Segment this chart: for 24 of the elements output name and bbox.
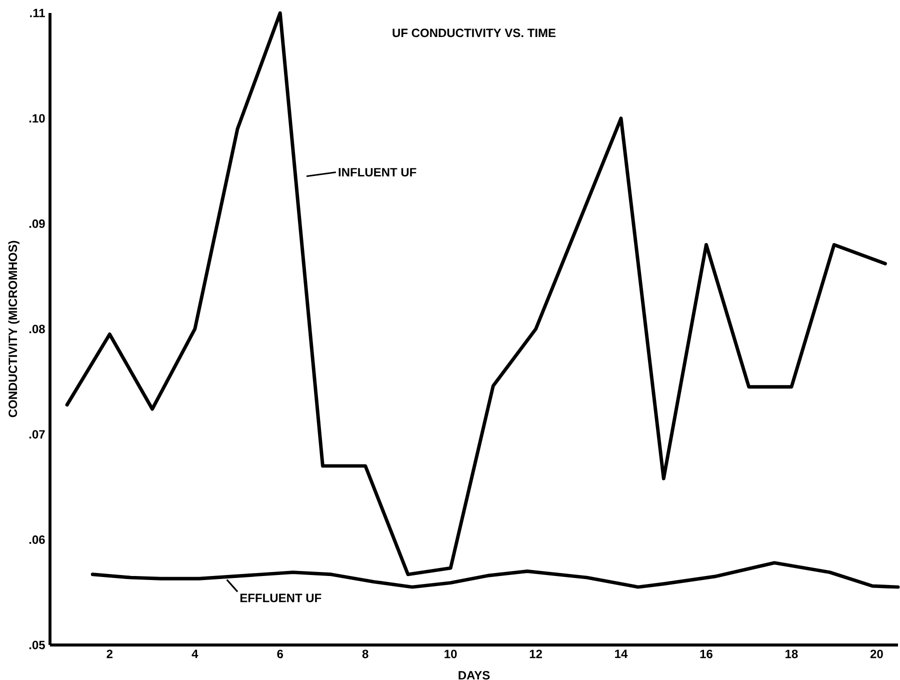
y-tick-label: .09 [29, 219, 45, 228]
y-tick-label: .05 [29, 640, 45, 650]
y-tick-label: .06 [29, 535, 45, 544]
y-tick-label: .07 [29, 430, 45, 439]
text: UF CONDUCTIVITY VS. TIME [392, 28, 556, 38]
x-tick-label: 14 [615, 650, 628, 658]
y-tick-label: .10 [29, 114, 45, 123]
x-tick-label: 4 [192, 650, 198, 658]
y-tick-label: .11 [30, 8, 45, 18]
y-tick-label: .08 [29, 324, 45, 334]
x-tick-label: 6 [277, 650, 284, 658]
legend-label: INFLUENT UF [338, 168, 416, 176]
x-tick-label: 12 [530, 650, 542, 658]
line-series [65, 11, 887, 576]
x-tick-label: 8 [362, 650, 368, 658]
y-axis-title: CONDUCTIVITY (MICROMHOS) [8, 240, 20, 418]
line-series [90, 561, 900, 589]
x-tick-label: 18 [786, 650, 798, 658]
x-tick-label: 2 [106, 650, 113, 658]
series-label: EFFLUENT UF [240, 594, 322, 602]
x-tick-label: 16 [700, 650, 712, 658]
x-axis-title: DAYS [458, 671, 490, 680]
x-tick-label: 10 [444, 650, 457, 658]
x-tick-label: 20 [870, 650, 883, 658]
